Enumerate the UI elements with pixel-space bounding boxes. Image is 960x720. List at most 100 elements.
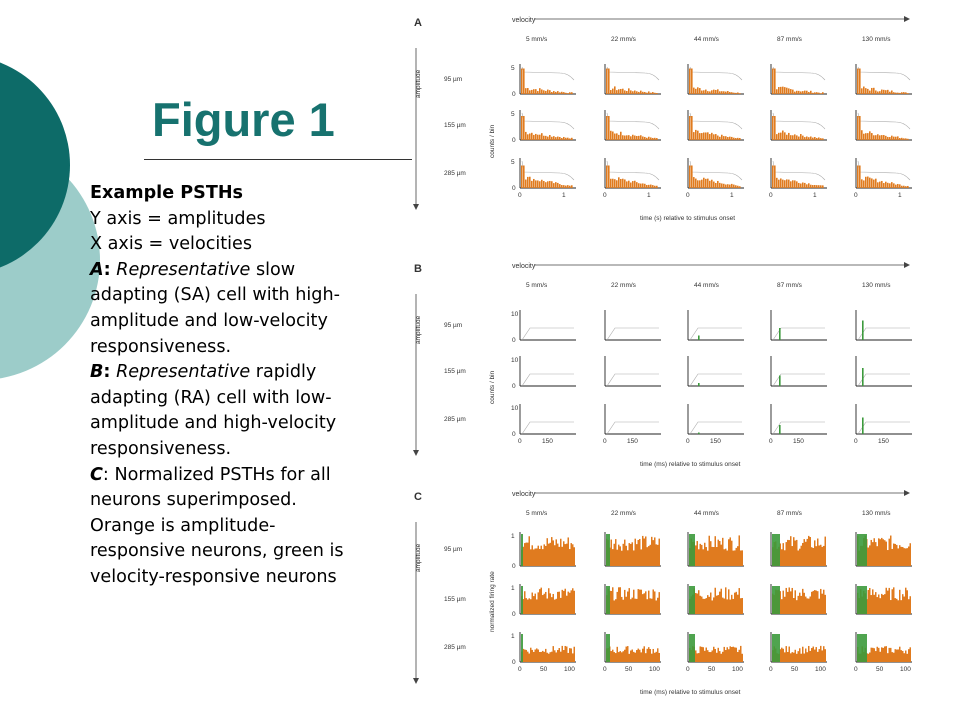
psth-bar [573,590,575,614]
psth-bar [899,138,901,140]
psth-bar [893,587,895,614]
psth-bar [861,88,863,94]
psth-bar [808,645,810,662]
psth-bar [529,176,531,188]
psth-bar [875,542,877,566]
psth-bar [740,550,742,566]
psth-bar [881,180,883,188]
psth-bar [695,178,697,188]
psth-bar [610,130,612,140]
psth-bar [872,647,874,662]
psth-bar [658,538,660,566]
psth-bar [865,176,867,188]
psth-bar [797,651,799,662]
x-tick-label: 100 [649,666,660,673]
psth-bar [555,539,557,566]
psth-bar [555,91,557,94]
psth-bar [875,90,877,94]
psth-bar [725,184,727,188]
psth-bar [907,185,909,188]
psth-bar [644,91,646,94]
psth-bar [870,595,872,614]
psth-bar [691,68,693,94]
x-tick-label: 50 [791,666,799,673]
psth-bar [619,587,621,614]
velocity-response-bar [857,534,867,566]
psth-bar [553,91,555,94]
psth-bar [903,548,905,566]
psth-bar [805,596,807,614]
psth-bar [560,597,562,614]
psth-bar [606,165,608,188]
psth-bar [704,650,706,662]
psth-bar [628,180,630,188]
psth-bar [894,649,896,662]
psth-bar [539,548,541,566]
psth-bar [569,138,571,140]
psth-bar [781,549,783,566]
psth-bar [536,548,538,566]
stimulus-trace [857,421,910,435]
psth-bar [642,594,644,614]
psth-bar [543,90,545,94]
caption-c-line-4: responsive neurons, green is [90,541,344,562]
psth-bar [709,134,711,140]
psth-bar [810,90,812,94]
psth-bar [626,181,628,188]
velocity-arrow-head [904,490,910,496]
psth-bar [908,546,910,566]
psth-bar [895,184,897,188]
psth-bar [567,93,569,94]
psth-bar [567,652,569,662]
y-tick-label: 1 [511,633,515,640]
psth-bar [645,536,647,566]
psth-bar [780,132,782,140]
psth-bar [572,544,574,566]
psth-bar [731,136,733,140]
x-tick-label: 0 [518,192,522,199]
psth-bar [889,183,891,188]
psth-bar [572,588,574,614]
psth-bar [636,135,638,140]
psth-bar [774,68,776,94]
psth-bar [814,540,816,566]
psth-bar [797,595,799,614]
psth-bar [656,185,658,188]
psth-bar [616,591,618,614]
psth-bar [552,540,554,566]
psth-bar [539,651,541,662]
psth-bar [863,86,865,94]
velocity-response-bar [857,586,867,614]
x-tick-label: 100 [900,666,911,673]
psth-bar [772,68,774,94]
psth-bar [733,184,735,188]
psth-bar [654,137,656,140]
psth-bar [701,133,703,140]
psth-bar [879,651,881,662]
colon-b: : [103,362,111,383]
psth-bar [636,544,638,566]
psth-bar [782,130,784,140]
psth-bar [733,92,735,94]
psth-bar [620,131,622,140]
psth-bar [808,183,810,188]
stimulus-trace [606,160,660,181]
psth-bar [524,649,526,662]
y-tick-label: 1 [511,533,515,540]
psth-bar [821,593,823,614]
psth-bar [642,183,644,188]
psth-bar [876,597,878,614]
psth-bar [776,89,778,94]
psth-bar [572,653,574,662]
psth-bar [618,587,620,614]
psth-bar [630,650,632,662]
psth-bar [809,596,811,614]
psth-bar [621,550,623,566]
psth-bar [888,538,890,566]
psth-bar [697,180,699,188]
psth-bar [811,591,813,614]
x-tick-label: 0 [518,666,522,673]
psth-bar [649,649,651,662]
psth-bar [637,539,639,566]
psth-bar [869,177,871,188]
